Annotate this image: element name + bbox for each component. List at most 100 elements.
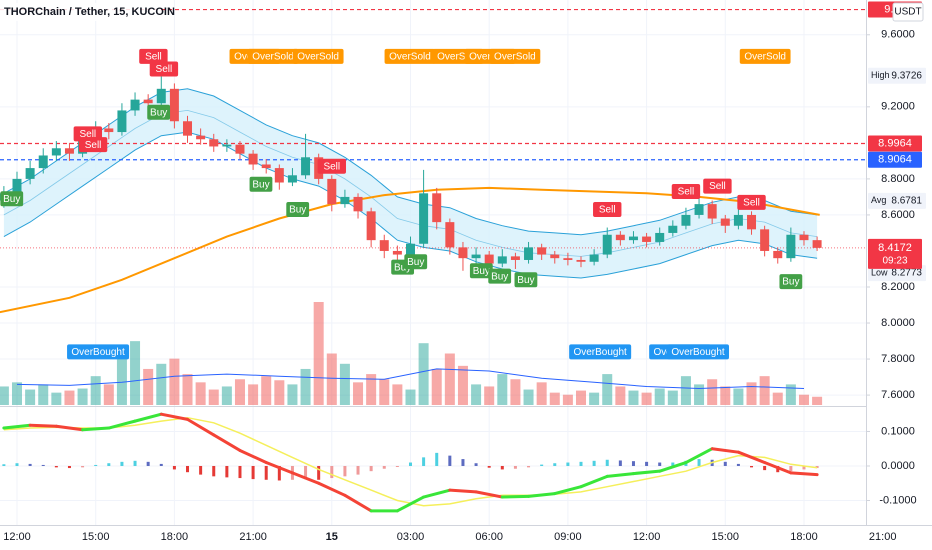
volume-bar <box>576 390 587 405</box>
histogram-bar <box>330 465 334 479</box>
histogram-bar <box>264 465 268 480</box>
histogram-bar <box>317 465 321 480</box>
histogram-bar <box>750 465 754 468</box>
candle-body <box>458 247 468 259</box>
signal-label: Buy <box>150 107 167 118</box>
candle-body <box>261 164 271 169</box>
histogram-bar <box>697 459 701 466</box>
candle-body <box>130 99 140 111</box>
signal-label-box <box>469 263 493 279</box>
signal-label: Buy <box>289 205 306 216</box>
signal-label: Sell <box>145 52 162 63</box>
level-tag-label: 8.9064 <box>878 154 912 166</box>
x-tick-label: 18:00 <box>790 531 818 543</box>
signal-label-box <box>404 254 428 270</box>
macd-segment <box>133 412 163 423</box>
histogram-bar <box>277 465 281 481</box>
signal-label: Sell <box>743 197 760 208</box>
x-tick-label: 15 <box>326 531 338 543</box>
volume-bar <box>130 341 141 405</box>
signal-label-box <box>779 274 803 290</box>
volume-bar <box>497 374 508 405</box>
stat-tag <box>868 265 926 282</box>
macd-segment <box>658 461 688 473</box>
volume-bar <box>785 384 796 405</box>
candle-body <box>694 204 704 215</box>
volume-bar <box>11 382 22 405</box>
macd-segment <box>212 433 242 452</box>
candle-body <box>615 234 625 241</box>
candle-body <box>64 148 74 154</box>
signal-label: Buy <box>782 277 799 288</box>
candle-body <box>353 196 363 212</box>
level-tag-label: 8.9964 <box>878 137 912 149</box>
volume-bar <box>444 353 455 405</box>
signal-label: Buy <box>252 179 269 190</box>
x-tick-label: 15:00 <box>712 531 740 543</box>
candle-body <box>786 234 796 259</box>
histogram-bar <box>671 462 675 466</box>
candle-body <box>248 153 258 165</box>
histogram-bar <box>369 465 373 472</box>
histogram-bar <box>81 465 85 468</box>
volume-bar <box>746 382 757 405</box>
signal-label-box <box>739 48 791 64</box>
y-tick-label: 0.1000 <box>881 425 915 437</box>
volume-bar <box>457 365 468 405</box>
histogram-bar <box>238 465 242 479</box>
candle-body <box>537 247 547 255</box>
candle-body <box>484 254 494 264</box>
signal-label: Sell <box>678 187 695 198</box>
candle-body <box>25 168 35 179</box>
histogram-bar <box>658 462 662 466</box>
price-pane: SellSellSellSellBuyBuyBuyBuySellBuyBuyBu… <box>0 8 866 405</box>
candle-body <box>497 256 507 264</box>
candle-body <box>169 88 179 122</box>
signal-label-box <box>286 202 310 218</box>
histogram-bar <box>631 461 635 466</box>
signal-label-box <box>703 178 732 194</box>
stat-tag <box>868 192 926 209</box>
macd-segment <box>605 472 635 478</box>
histogram-bar <box>107 463 111 466</box>
macd-segment <box>317 481 347 497</box>
histogram-bar <box>212 465 216 477</box>
x-tick-label: 12:00 <box>3 531 31 543</box>
candle-body <box>524 247 534 260</box>
y-tick-label: 7.8000 <box>881 353 915 365</box>
y-tick-label: 8.6000 <box>881 209 915 221</box>
candle-body <box>327 178 337 205</box>
histogram-bar <box>422 457 426 466</box>
volume-bar <box>759 376 770 405</box>
candle-body <box>183 121 193 136</box>
histogram-bar <box>618 460 622 466</box>
volume-bar <box>602 374 613 405</box>
candle-body <box>392 250 402 255</box>
volume-bar <box>510 379 521 405</box>
volume-bar <box>798 394 809 405</box>
histogram-bar <box>540 464 544 466</box>
candle-body <box>510 256 520 260</box>
volume-bar <box>418 343 429 405</box>
signal-label-box <box>667 344 730 360</box>
x-tick-label: 03:00 <box>397 531 425 543</box>
histogram-bar <box>461 459 465 466</box>
candle-body <box>733 214 743 226</box>
histogram-bar <box>645 461 649 466</box>
histogram-bar <box>474 463 478 466</box>
volume-bar <box>667 390 678 405</box>
currency-label: USDT <box>894 7 921 18</box>
volume-bar <box>772 392 783 405</box>
level-tag <box>868 151 922 168</box>
signal-label: OverBought <box>671 347 725 358</box>
signal-label: Sell <box>599 205 616 216</box>
volume-bar <box>405 389 416 405</box>
candle-body <box>196 135 206 140</box>
histogram-bar <box>500 465 504 470</box>
volume-bar <box>64 390 75 405</box>
volume-bar <box>536 382 547 405</box>
volume-bar <box>379 379 390 405</box>
histogram-bar <box>513 465 517 469</box>
